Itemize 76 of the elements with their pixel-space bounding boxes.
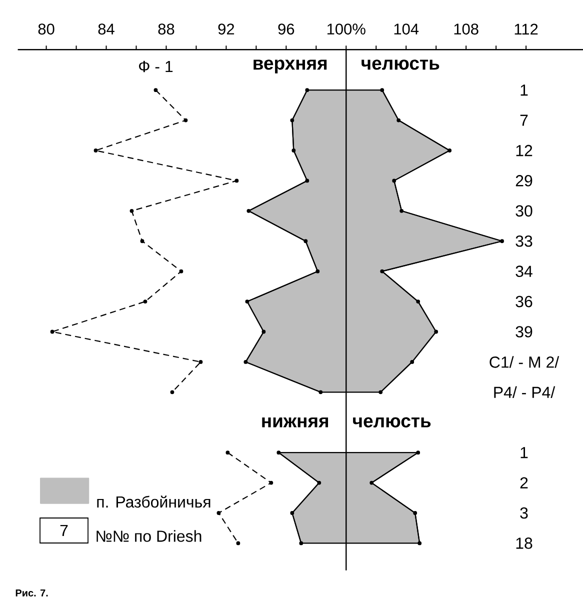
point <box>448 148 452 152</box>
annotation: нижняя челюсть <box>262 417 431 428</box>
y-tick-label: 7 <box>520 114 528 126</box>
x-tick-label: 80 <box>38 24 54 35</box>
point <box>130 208 134 213</box>
y-tick-label: 2 <box>520 477 528 488</box>
point <box>410 360 414 364</box>
point <box>94 148 98 152</box>
x-tick-label: 104 <box>394 24 419 35</box>
point <box>299 541 304 546</box>
y-tick-label: 18 <box>516 538 532 549</box>
y-tick-label: P4/ - P4/ <box>494 386 556 398</box>
point <box>234 178 239 183</box>
point <box>305 178 310 183</box>
point <box>246 208 251 213</box>
point <box>416 450 420 455</box>
y-tick-label: 1 <box>520 447 528 458</box>
y-tick-label: 12 <box>516 144 532 156</box>
point <box>317 480 322 485</box>
text: Рис. 7. <box>16 590 48 596</box>
point <box>245 300 250 304</box>
x-tick-label: 112 <box>514 24 538 35</box>
point <box>140 239 144 244</box>
x-tick-label: 96 <box>278 24 294 35</box>
point <box>500 239 504 244</box>
y-tick-label: 29 <box>516 175 532 186</box>
point <box>198 360 203 364</box>
point <box>418 541 422 546</box>
annotation: №№ по Driesh <box>96 530 202 542</box>
point <box>370 480 374 485</box>
point <box>413 511 418 515</box>
point <box>434 330 438 334</box>
annotation: 7 <box>60 524 68 536</box>
point <box>396 118 401 122</box>
point <box>276 450 281 455</box>
y-tick-label: 36 <box>516 296 532 308</box>
y-tick-label: 39 <box>516 326 532 338</box>
point <box>416 300 420 304</box>
x-tick-label: 108 <box>454 24 478 35</box>
point <box>392 178 396 183</box>
point <box>292 148 296 152</box>
series-label: Ф - 1 <box>139 60 173 72</box>
point <box>400 208 404 213</box>
point <box>184 118 188 122</box>
point <box>305 88 310 92</box>
point <box>179 269 184 274</box>
point <box>143 300 148 304</box>
annotation: верхняя челюсть <box>254 60 440 74</box>
point <box>378 390 383 394</box>
y-tick-label: 30 <box>516 205 532 217</box>
x-tick-label: 100% <box>327 24 366 35</box>
point <box>170 390 174 394</box>
point <box>154 88 158 92</box>
x-tick-label: 92 <box>218 24 234 35</box>
point <box>226 450 230 455</box>
x-tick-label: 88 <box>158 24 174 35</box>
point <box>262 330 266 334</box>
y-tick-label: 1 <box>520 84 528 96</box>
y-tick-label: 3 <box>520 507 528 519</box>
x-tick-label: 84 <box>98 24 114 35</box>
point <box>244 360 248 364</box>
legend-label: п. Разбойничья <box>97 496 210 508</box>
point <box>269 480 274 485</box>
point <box>380 269 384 274</box>
point <box>304 239 308 244</box>
y-tick-label: 34 <box>516 266 532 277</box>
point <box>290 118 294 122</box>
point <box>50 330 54 334</box>
point <box>290 511 294 515</box>
point <box>216 511 221 515</box>
y-tick-label: C1/ - M 2/ <box>490 356 560 368</box>
point <box>380 88 384 92</box>
point <box>318 390 323 394</box>
y-tick-label: 33 <box>516 235 532 247</box>
point <box>316 269 320 274</box>
point <box>236 541 240 546</box>
